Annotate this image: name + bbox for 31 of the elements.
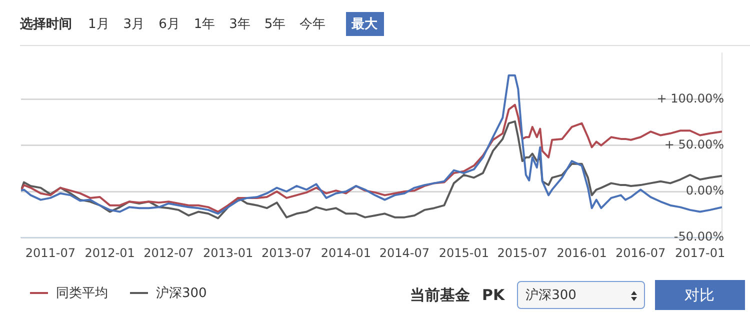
text: 沪深300 (526, 287, 576, 304)
x-tick-label: 2015-07 (497, 246, 548, 260)
x-tick-label: 2016-01 (556, 246, 607, 260)
text: PK (482, 286, 505, 304)
x-tick-label: 2011-07 (25, 246, 76, 260)
text: 当前基金 (410, 286, 470, 304)
text: 6月 (158, 16, 180, 33)
text: 3月 (123, 16, 145, 33)
legend-label: 同类平均 (56, 285, 108, 302)
y-tick-label: + 50.00% (664, 138, 724, 152)
text: 5年 (264, 16, 286, 33)
legend-label: 沪深300 (156, 285, 207, 302)
text: 今年 (300, 16, 326, 33)
x-tick-label: 2013-07 (261, 246, 312, 260)
x-tick-label: 2015-01 (438, 246, 489, 260)
text: 1月 (88, 16, 110, 33)
x-tick-label: 2014-07 (379, 246, 430, 260)
text: 选择时间 (20, 16, 72, 33)
x-tick-label: 2017-01 (674, 246, 726, 260)
text: 最大 (346, 12, 384, 36)
text: 1年 (194, 16, 216, 33)
y-tick-label: + 100.00% (656, 91, 724, 106)
x-tick-label: 2012-01 (84, 246, 135, 260)
x-tick-label: 2014-01 (320, 246, 372, 260)
x-tick-label: 2012-07 (144, 246, 194, 260)
text: 对比 (654, 280, 745, 310)
y-tick-label: 0.00% (686, 184, 724, 198)
x-tick-label: 2016-07 (616, 246, 666, 260)
text: 3年 (229, 16, 250, 33)
x-tick-label: 2013-01 (203, 246, 254, 260)
y-tick-label: -50.00% (674, 230, 724, 244)
